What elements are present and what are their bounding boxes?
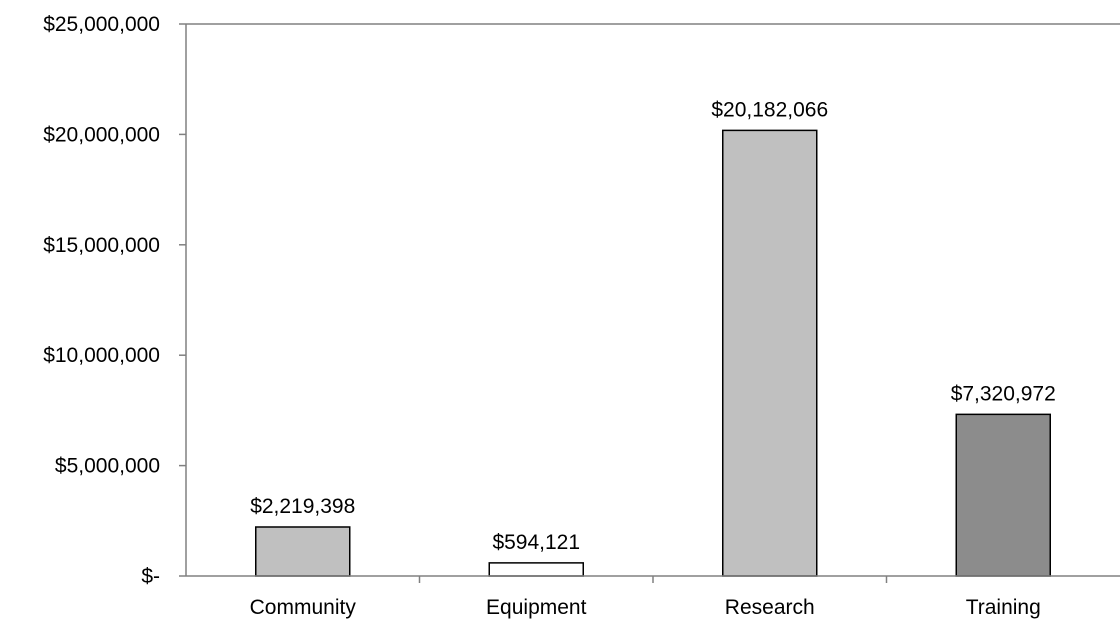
bar-equipment <box>488 562 584 577</box>
y-axis-ticks <box>179 23 186 577</box>
y-tick-label: $20,000,000 <box>43 123 160 146</box>
x-tick-label-training: Training <box>966 596 1041 619</box>
x-tick-label-community: Community <box>250 596 357 619</box>
bar-research <box>722 129 818 577</box>
data-label-equipment: $594,121 <box>492 531 580 554</box>
data-label-research: $20,182,066 <box>711 98 828 121</box>
x-tick-label-equipment: Equipment <box>486 596 587 619</box>
x-axis-tick-labels: Community Equipment Research Training <box>250 596 1041 619</box>
y-tick-label: $- <box>141 565 160 588</box>
y-tick-label: $25,000,000 <box>43 13 160 36</box>
x-tick-label-research: Research <box>725 596 815 619</box>
y-tick-label: $15,000,000 <box>43 234 160 257</box>
bar-community <box>255 526 351 577</box>
y-tick-label: $5,000,000 <box>55 455 160 478</box>
y-axis-tick-labels: $- $5,000,000 $10,000,000 $15,000,000 $20,00… <box>43 13 160 588</box>
data-label-training: $7,320,972 <box>951 382 1056 405</box>
data-label-community: $2,219,398 <box>250 495 355 518</box>
y-tick-label: $10,000,000 <box>43 344 160 367</box>
x-axis-ticks <box>418 576 888 583</box>
bar-training <box>955 413 1051 577</box>
data-labels: $2,219,398 $594,121 $20,182,066 $7,320,972 <box>250 98 1056 554</box>
bars <box>255 129 1051 577</box>
